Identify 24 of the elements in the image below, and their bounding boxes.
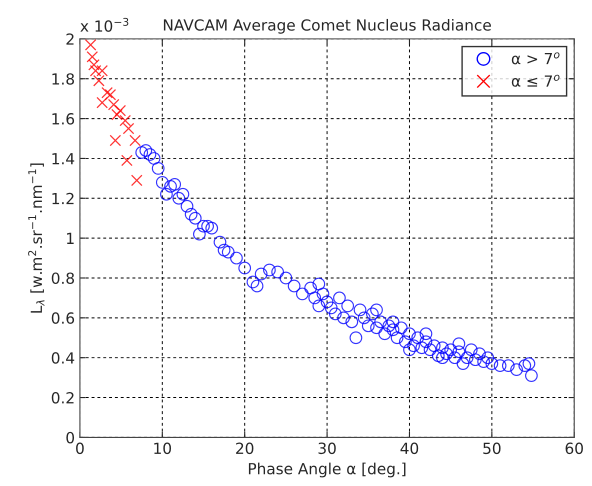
text: x 10$^{−3}$ — [80, 18, 128, 32]
x-tick-label: 10 — [154, 442, 172, 454]
x-tick-label: 0 — [76, 442, 84, 454]
text: L$_{λ}$ [w.m$^{2}$.sr$^{−1}$.nm$^{−1}$] — [28, 163, 44, 313]
y-tick-label: 0 — [66, 432, 74, 444]
y-tick-label: 0.4 — [52, 352, 74, 364]
y-tick-label: 1.4 — [52, 153, 74, 164]
legend-label: α ≤ 7$^{o}$ — [512, 74, 560, 87]
y-tick-label: 1.6 — [52, 113, 74, 125]
x-tick-label: 50 — [483, 442, 501, 454]
x-tick-label: 60 — [566, 442, 583, 454]
y-tick-label: 1 — [67, 232, 74, 244]
x-tick-label: 20 — [236, 442, 254, 454]
y-tick-label: 0.6 — [52, 312, 74, 324]
x-tick-label: 30 — [318, 442, 336, 454]
y-tick-label: 2 — [66, 33, 74, 45]
legend-label: α > 7$^{o}$ — [512, 52, 560, 64]
x-axis-title: Phase Angle α [deg.] — [248, 462, 406, 478]
y-tick-label: 1.2 — [52, 192, 74, 204]
y-tick-label: 0.8 — [52, 272, 74, 284]
x-tick-label: 40 — [400, 442, 418, 454]
y-tick-label: 1.8 — [52, 73, 74, 85]
chart-title: NAVCAM Average Comet Nucleus Radiance — [164, 18, 491, 34]
y-tick-label: 0.2 — [52, 392, 74, 404]
